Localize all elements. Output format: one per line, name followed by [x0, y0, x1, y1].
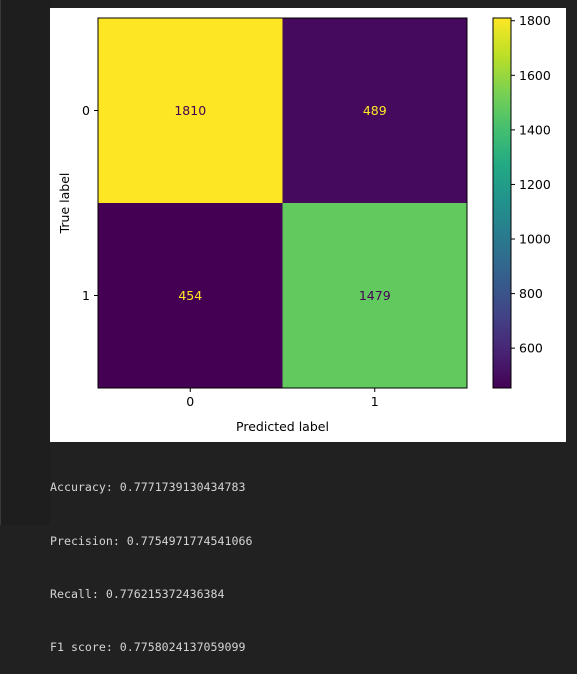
f1-score-output: F1 score: 0.7758024137059099 [50, 639, 246, 654]
cell-value-label: 1479 [359, 288, 391, 303]
colorbar-tick-label: 1400 [519, 122, 551, 137]
cell-value-label: 1810 [174, 103, 206, 118]
matrix-cell-1-0 [98, 203, 283, 388]
matrix-cell-0-0 [98, 18, 283, 203]
confusion-matrix-figure: 1810 489 454 1479 0 1 0 1 Predicted label Tru… [50, 8, 566, 442]
y-axis-label: True label [57, 173, 72, 235]
gutter-divider [0, 0, 1, 525]
x-tick-label: 1 [371, 394, 379, 409]
colorbar-tick-label: 600 [519, 341, 543, 356]
recall-output: Recall: 0.776215372436384 [50, 586, 225, 601]
plot-frame [97, 17, 468, 389]
cell-gutter [0, 0, 50, 525]
x-axis-label: Predicted label [236, 419, 329, 434]
colorbar [492, 17, 512, 389]
x-tick-label: 0 [186, 394, 194, 409]
y-tick-label: 1 [82, 288, 90, 303]
colorbar-tick-label: 1600 [519, 68, 551, 83]
confusion-matrix-chart: 1810 489 454 1479 0 1 0 1 Predicted label Tru… [57, 13, 551, 434]
cell-output: Accuracy: 0.7771739130434783 Precision: … [50, 444, 252, 674]
colorbar-tick-label: 1000 [519, 232, 551, 247]
matrix-cell-0-1 [282, 18, 467, 203]
colorbar-tick-label: 800 [519, 286, 543, 301]
cell-value-label: 489 [363, 103, 387, 118]
precision-output: Precision: 0.7754971774541066 [50, 533, 253, 548]
y-tick-label: 0 [82, 103, 90, 118]
colorbar-tick-label: 1800 [519, 13, 551, 28]
colorbar-tick-label: 1200 [519, 177, 551, 192]
matrix-cell-1-1 [282, 203, 467, 388]
cell-value-label: 454 [178, 288, 202, 303]
accuracy-output: Accuracy: 0.7771739130434783 [50, 480, 246, 495]
